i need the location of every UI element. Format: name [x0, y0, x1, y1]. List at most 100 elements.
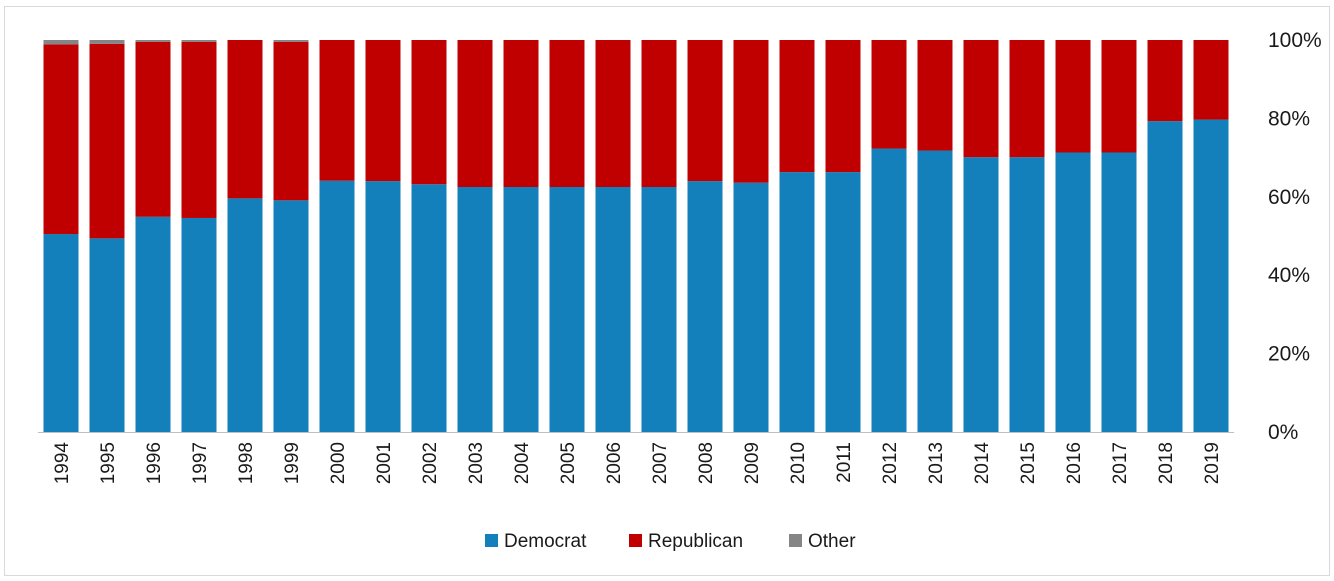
bar-republican-2018 — [1147, 40, 1183, 122]
x-tick-label: 2009 — [742, 442, 763, 484]
x-tick-label: 2001 — [374, 442, 395, 484]
x-tick-label: 2014 — [972, 442, 993, 485]
x-tick-label: 2015 — [1018, 442, 1039, 484]
bar-democrat-1998 — [227, 198, 263, 432]
bar-stack-2016 — [1055, 40, 1091, 432]
bar-republican-2009 — [733, 40, 769, 183]
legend-item-democrat: Democrat — [485, 531, 587, 552]
bar-stack-2008 — [687, 40, 723, 432]
x-tick-label: 2017 — [1110, 442, 1131, 484]
bar-republican-2007 — [641, 40, 677, 187]
bar-stack-2005 — [549, 40, 585, 432]
bar-republican-1998 — [227, 40, 263, 199]
bar-democrat-2017 — [1101, 152, 1137, 432]
bar-republican-2012 — [871, 40, 907, 149]
bars-group — [43, 40, 1229, 433]
bar-republican-2013 — [917, 40, 953, 151]
bar-stack-2002 — [411, 40, 447, 432]
x-tick-label: 2007 — [650, 442, 671, 484]
bar-democrat-2016 — [1055, 152, 1091, 432]
bar-stack-2019 — [1193, 40, 1229, 433]
x-tick-label: 2004 — [512, 442, 533, 485]
bar-stack-2012 — [871, 40, 907, 433]
x-tick-label: 2018 — [1156, 442, 1177, 484]
y-tick-label: 80% — [1268, 107, 1310, 130]
bar-democrat-1999 — [273, 200, 309, 432]
bar-republican-2003 — [457, 40, 493, 187]
bar-democrat-2008 — [687, 181, 723, 432]
bar-stack-1998 — [227, 40, 263, 432]
bar-democrat-2003 — [457, 187, 493, 432]
bar-stack-2006 — [595, 40, 631, 432]
legend-label: Other — [808, 531, 856, 552]
bar-stack-2009 — [733, 40, 769, 432]
bar-stack-2004 — [503, 40, 539, 432]
bar-democrat-2004 — [503, 187, 539, 432]
bar-democrat-2011 — [825, 172, 861, 432]
bar-democrat-2006 — [595, 187, 631, 432]
bar-democrat-2010 — [779, 172, 815, 432]
x-tick-label: 2005 — [558, 442, 579, 484]
bar-stack-2011 — [825, 40, 861, 432]
y-tick-label: 0% — [1268, 421, 1298, 444]
y-tick-label: 60% — [1268, 186, 1310, 209]
legend-item-other: Other — [789, 531, 856, 552]
x-tick-label: 1996 — [144, 442, 165, 484]
bar-republican-2004 — [503, 40, 539, 187]
bar-other-1997 — [181, 40, 217, 42]
x-tick-label: 1998 — [236, 442, 257, 484]
x-tick-label: 1995 — [98, 442, 119, 484]
x-tick-label: 2013 — [926, 442, 947, 484]
bar-republican-1997 — [181, 41, 217, 218]
bar-stack-2018 — [1147, 40, 1183, 433]
bar-stack-2014 — [963, 40, 999, 432]
y-axis-tick-labels: 0% 20% 40% 60% 80% 100% — [1268, 29, 1322, 444]
x-tick-label: 2002 — [420, 442, 441, 484]
legend-swatch — [629, 534, 642, 547]
bar-republican-2016 — [1055, 40, 1091, 153]
x-tick-label: 2011 — [834, 442, 855, 483]
y-tick-label: 40% — [1268, 264, 1310, 287]
bar-stack-2001 — [365, 40, 401, 432]
x-tick-label: 2008 — [696, 442, 717, 484]
bar-stack-2007 — [641, 40, 677, 432]
bar-stack-1997 — [181, 40, 217, 432]
x-tick-label: 2016 — [1064, 442, 1085, 484]
bar-republican-1996 — [135, 41, 171, 217]
bar-republican-2014 — [963, 40, 999, 158]
bar-other-1999 — [273, 40, 309, 42]
bar-democrat-2000 — [319, 180, 355, 432]
bar-stack-2017 — [1101, 40, 1137, 432]
bar-other-1994 — [43, 40, 79, 45]
x-tick-label: 2012 — [880, 442, 901, 484]
bar-democrat-2019 — [1193, 119, 1229, 433]
bar-republican-2019 — [1193, 40, 1229, 120]
bar-republican-1995 — [89, 43, 125, 239]
x-tick-label: 2000 — [328, 442, 349, 484]
legend-swatch — [485, 534, 498, 547]
bar-democrat-1997 — [181, 217, 217, 432]
x-tick-label: 2010 — [788, 442, 809, 484]
bar-other-1996 — [135, 40, 171, 42]
bar-democrat-1995 — [89, 238, 125, 432]
bar-democrat-2014 — [963, 157, 999, 432]
legend-swatch — [789, 534, 802, 547]
x-tick-label: 2006 — [604, 442, 625, 484]
legend: Democrat Republican Other — [485, 531, 856, 552]
bar-republican-2010 — [779, 40, 815, 173]
bar-republican-2017 — [1101, 40, 1137, 153]
bar-democrat-2005 — [549, 187, 585, 432]
bar-republican-2001 — [365, 40, 401, 182]
bar-stack-1996 — [135, 40, 171, 432]
bar-republican-2002 — [411, 40, 447, 185]
x-tick-label: 1997 — [190, 442, 211, 484]
bar-democrat-2001 — [365, 181, 401, 432]
bar-democrat-2015 — [1009, 157, 1045, 432]
bar-republican-1999 — [273, 41, 309, 201]
x-tick-label: 1999 — [282, 442, 303, 484]
bar-stack-2013 — [917, 40, 953, 432]
x-axis-tick-labels: 1994 1995 1996 1997 1998 1999 2000 2001 2002 2003… — [52, 442, 1223, 485]
bar-democrat-1996 — [135, 216, 171, 432]
bar-democrat-2013 — [917, 150, 953, 432]
